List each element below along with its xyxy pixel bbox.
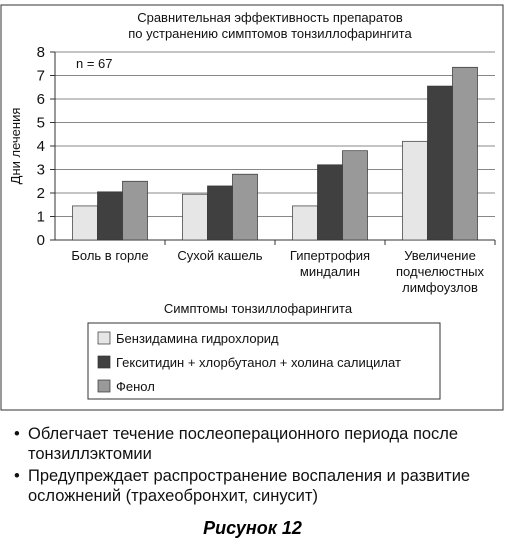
legend-label: Бензидамина гидрохлорид: [116, 331, 279, 346]
x-tick-label: Боль в горле: [71, 248, 148, 263]
bar: [182, 193, 208, 241]
y-axis-label: Дни лечения: [8, 108, 23, 185]
bar: [122, 180, 148, 241]
bullet: • Предупреждает распространение воспалени…: [14, 466, 494, 506]
y-tick-label: 2: [37, 185, 45, 202]
x-tick-label: Сухой кашель: [177, 248, 262, 263]
x-tick-label: Увеличение подчелюстных лимфоузлов: [396, 248, 484, 295]
legend-label: Фенол: [116, 379, 155, 394]
legend-swatch: [97, 331, 111, 345]
caption: Рисунок 12: [203, 518, 302, 538]
annotation: n = 67: [76, 56, 113, 71]
x-axis-label: Симптомы тонзиллофарингита: [164, 301, 353, 316]
legend-label: Гекситидин + хлорбутанол + холина салици…: [116, 355, 401, 370]
bullet: • Облегчает течение послеоперационного пе…: [14, 424, 494, 464]
chart-frame: [0, 4, 504, 411]
x-tick-label: Гипертрофия миндалин: [290, 248, 370, 279]
bar: [72, 205, 98, 241]
y-tick-label: 4: [37, 138, 45, 155]
y-tick-label: 3: [37, 162, 45, 179]
legend-swatch: [97, 355, 111, 369]
bar: [427, 85, 453, 241]
y-tick-label: 0: [37, 232, 45, 249]
bar: [97, 191, 123, 241]
bullet-text: Облегчает течение послеоперационного пер…: [28, 425, 459, 463]
chart: Сравнительная эффективность препаратов по…: [0, 4, 504, 411]
bar: [452, 66, 478, 241]
y-tick-label: 7: [37, 68, 45, 85]
legend: [87, 322, 441, 400]
chart-title: Сравнительная эффективность препаратов по…: [128, 10, 412, 41]
bullet-text: Предупреждает распространение воспаления…: [28, 467, 471, 505]
bar: [207, 185, 233, 241]
y-tick-label: 5: [37, 115, 45, 132]
bar: [292, 205, 318, 241]
y-tick-label: 1: [37, 209, 45, 226]
bar: [317, 164, 343, 241]
legend-swatch: [97, 379, 111, 393]
y-tick-label: 6: [37, 91, 45, 108]
bar: [342, 150, 368, 241]
bar: [402, 140, 428, 241]
y-tick-label: 8: [37, 44, 45, 61]
bar: [232, 173, 258, 241]
